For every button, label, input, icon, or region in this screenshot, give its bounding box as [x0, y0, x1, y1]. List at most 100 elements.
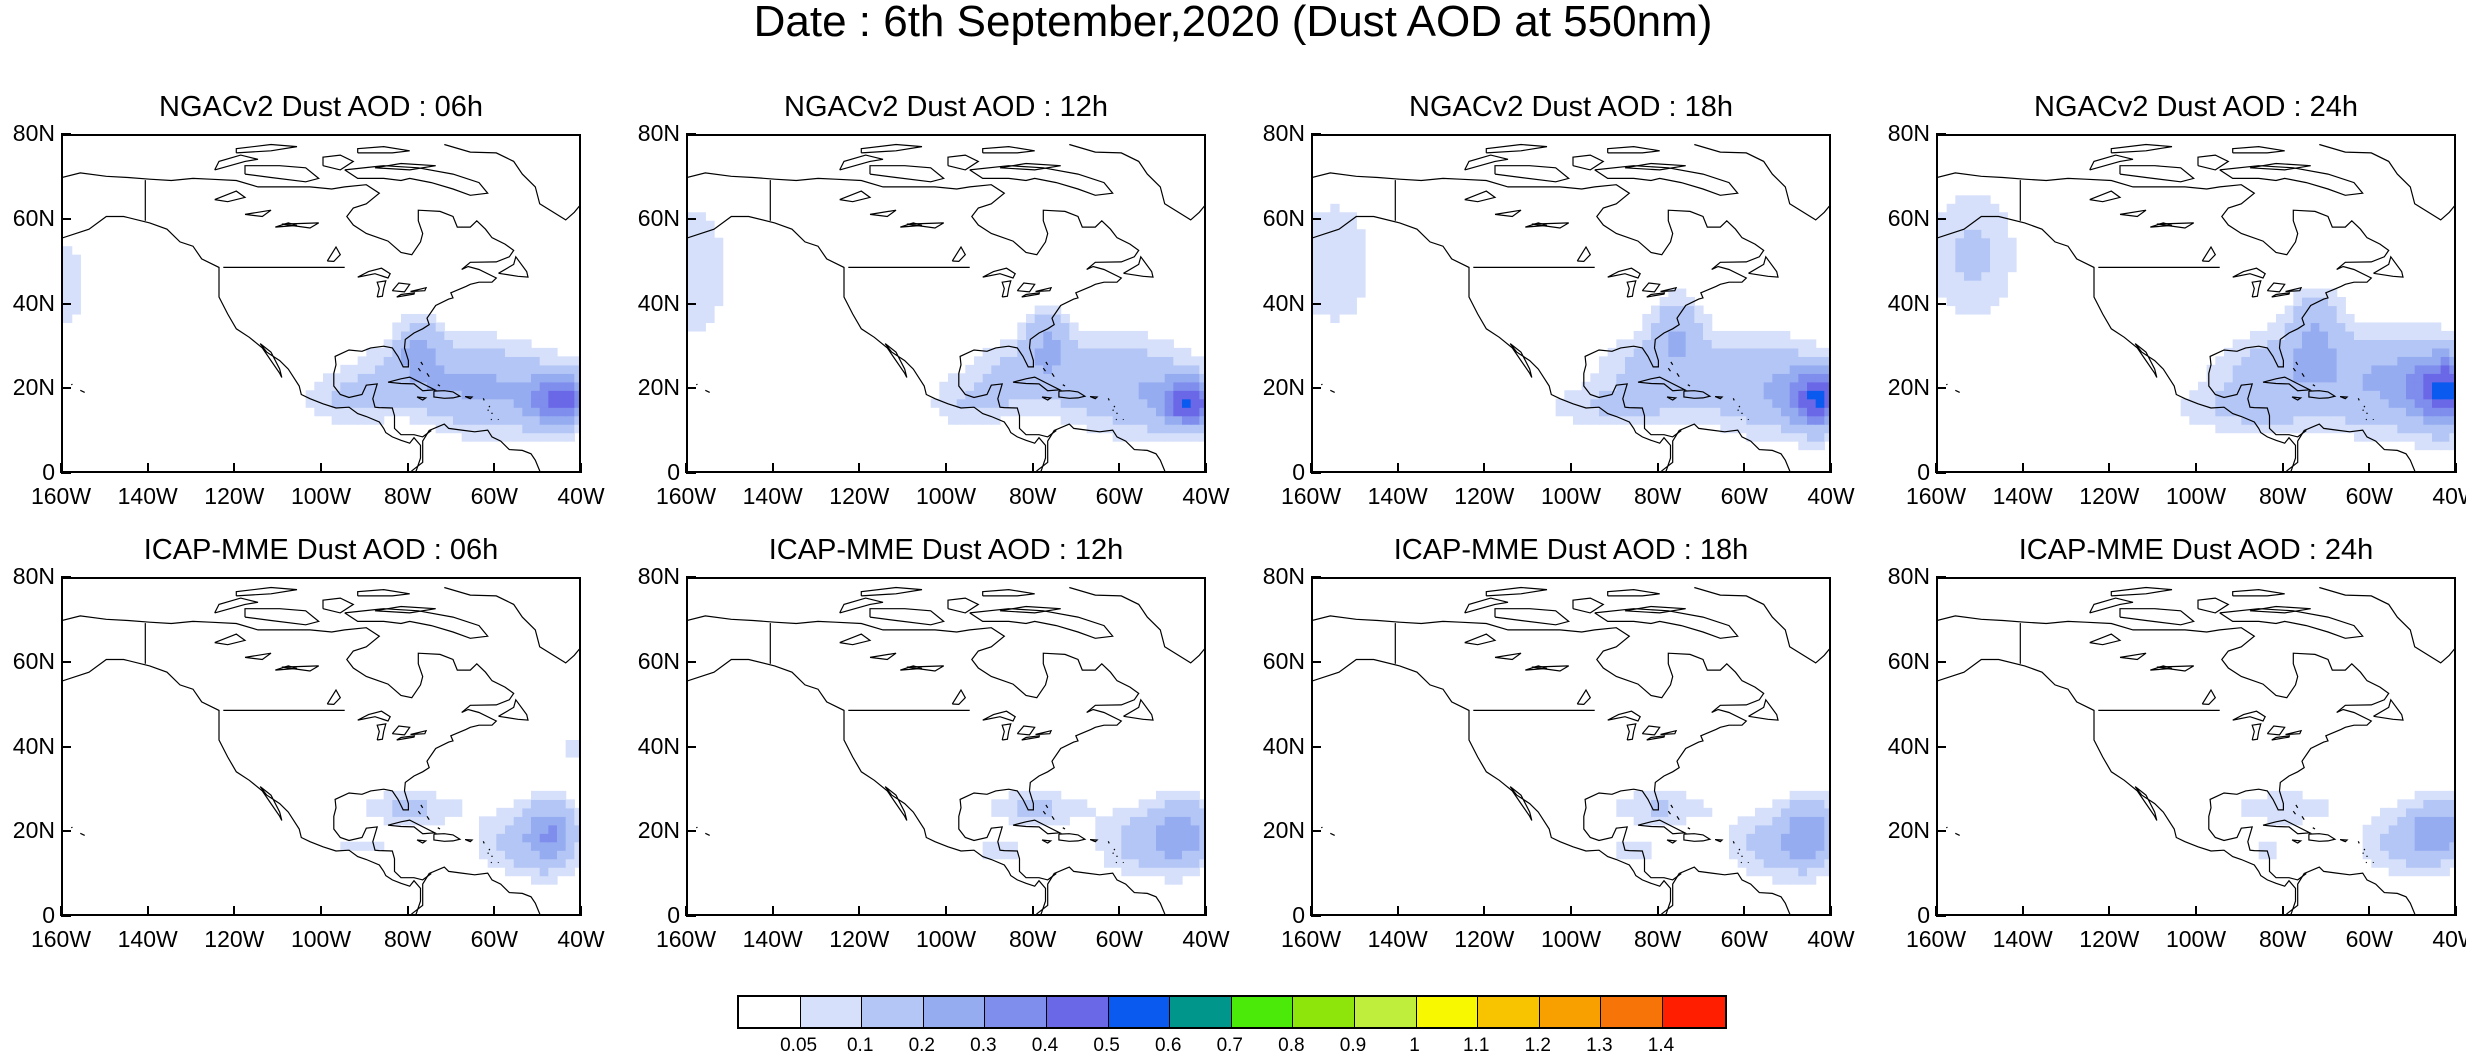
aod-cell	[1182, 850, 1191, 859]
aod-cell	[1634, 399, 1643, 408]
aod-cell	[1772, 433, 1781, 442]
aod-cell	[505, 399, 514, 408]
aod-cell	[1973, 297, 1982, 306]
lon-tick-label: 140W	[1983, 485, 2063, 508]
aod-cell	[1798, 842, 1807, 851]
aod-cell	[496, 424, 505, 433]
lon-tick-label: 160W	[1271, 928, 1351, 951]
aod-cell	[1625, 407, 1634, 416]
aod-cell	[1095, 816, 1104, 825]
aod-cell	[2415, 416, 2424, 425]
aod-cell	[2397, 816, 2406, 825]
coastline	[688, 616, 1139, 880]
aod-cell	[948, 407, 957, 416]
aod-cell	[1720, 399, 1729, 408]
aod-cell	[548, 373, 557, 382]
aod-cell	[2311, 289, 2320, 298]
coastline	[1595, 166, 1738, 196]
aod-cell	[444, 399, 453, 408]
aod-cell	[1026, 390, 1035, 399]
aod-cell	[1191, 407, 1200, 416]
aod-cell	[1668, 314, 1677, 323]
aod-cell	[514, 842, 523, 851]
aod-cell	[1642, 314, 1651, 323]
figure-title: Date : 6th September,2020 (Dust AOD at 5…	[0, 0, 2466, 49]
aod-cell	[991, 356, 1000, 365]
aod-cell	[1816, 825, 1825, 834]
aod-cell	[505, 424, 514, 433]
aod-cell	[2189, 390, 2198, 399]
aod-cell	[2406, 867, 2415, 876]
aod-cell	[2285, 416, 2294, 425]
aod-cell	[1173, 808, 1182, 817]
aod-cell	[522, 339, 531, 348]
aod-cell	[1660, 416, 1669, 425]
aod-cell	[688, 255, 697, 264]
aod-cell	[1156, 799, 1165, 808]
aod-cell	[1764, 348, 1773, 357]
aod-cell	[2302, 799, 2311, 808]
aod-cell	[2371, 416, 2380, 425]
aod-cell	[2441, 833, 2450, 842]
aod-cell	[2380, 424, 2389, 433]
aod-cell	[2389, 322, 2398, 331]
aod-cell	[2337, 416, 2346, 425]
aod-cell	[2267, 339, 2276, 348]
aod-cell	[1634, 356, 1643, 365]
lon-tick	[858, 463, 860, 473]
aod-cell	[522, 424, 531, 433]
aod-cell	[1625, 850, 1634, 859]
coastline	[1090, 840, 1097, 842]
lon-tick	[1032, 463, 1034, 473]
aod-cell	[1938, 289, 1947, 298]
lon-tick-label: 100W	[281, 485, 361, 508]
aod-cell	[1990, 272, 1999, 281]
aod-cell	[2241, 808, 2250, 817]
lat-tick-label: 20N	[0, 819, 55, 842]
aod-cell	[1790, 867, 1799, 876]
aod-cell	[1113, 407, 1122, 416]
aod-cell	[1651, 322, 1660, 331]
coastline	[1608, 268, 1641, 278]
aod-cell	[323, 373, 332, 382]
lat-tick	[686, 303, 696, 305]
aod-cell	[1035, 348, 1044, 357]
aod-cell	[2432, 373, 2441, 382]
lon-tick	[60, 906, 62, 916]
aod-cell	[1356, 238, 1365, 247]
aod-cell	[2319, 306, 2328, 315]
lon-tick	[1310, 906, 1312, 916]
aod-cell	[974, 390, 983, 399]
aod-cell	[1668, 816, 1677, 825]
aod-cell	[1017, 808, 1026, 817]
aod-cell	[983, 373, 992, 382]
aod-cell	[2432, 842, 2441, 851]
aod-cell	[444, 339, 453, 348]
aod-cell	[2380, 382, 2389, 391]
aod-cell	[2215, 399, 2224, 408]
aod-cell	[574, 850, 581, 859]
aod-cell	[1113, 348, 1122, 357]
aod-cell	[2363, 825, 2372, 834]
aod-cell	[1061, 799, 1070, 808]
aod-cell	[1625, 808, 1634, 817]
aod-cell	[1199, 373, 1206, 382]
aod-cell	[2380, 331, 2389, 340]
aod-cell	[505, 867, 514, 876]
aod-cell	[1199, 808, 1206, 817]
aod-cell	[1938, 238, 1947, 247]
aod-cell	[688, 272, 697, 281]
aod-cell	[453, 365, 462, 374]
coastline	[2202, 690, 2215, 704]
aod-cell	[2423, 373, 2432, 382]
aod-cell	[2449, 808, 2456, 817]
aod-cell	[1139, 399, 1148, 408]
coastline	[236, 588, 297, 596]
aod-cell	[2337, 356, 2346, 365]
aod-cell	[2397, 808, 2406, 817]
colorbar-swatch	[1355, 997, 1417, 1027]
lon-tick	[2108, 463, 2110, 473]
aod-cell	[1824, 808, 1831, 817]
aod-cell	[2423, 416, 2432, 425]
coastline	[1486, 588, 1547, 596]
